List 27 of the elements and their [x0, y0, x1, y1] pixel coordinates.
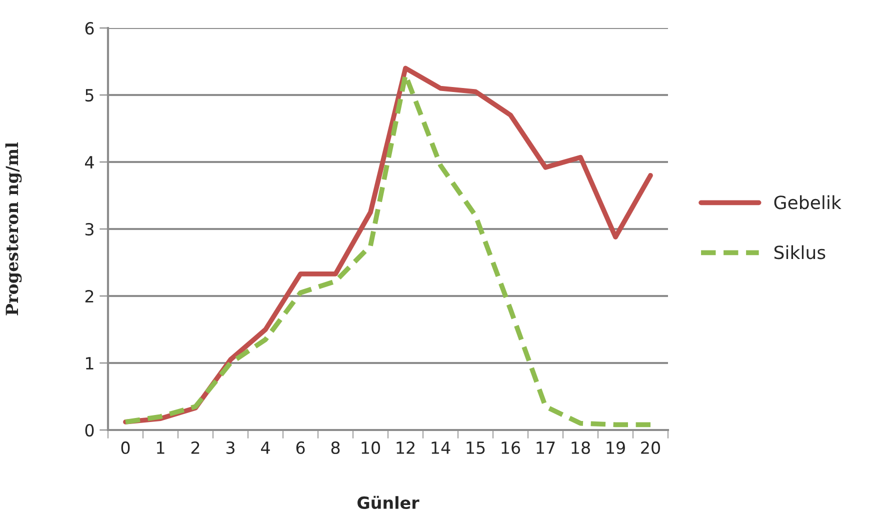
x-tick-label: 1 [157, 442, 164, 454]
x-tick-label: 20 [641, 441, 660, 454]
y-tick-label: 4 [85, 156, 94, 168]
legend-label: Siklus [774, 245, 826, 260]
x-tick-label: 19 [606, 441, 625, 454]
x-tick-label: 6 [296, 441, 305, 454]
y-tick-label: 6 [85, 22, 94, 35]
x-tick-label: 15 [466, 442, 485, 454]
x-tick-label: 3 [226, 441, 234, 454]
x-axis-title: Günler [358, 496, 420, 510]
x-tick-label: 10 [362, 441, 380, 454]
y-tick-label: 3 [85, 222, 94, 236]
y-tick-label: 2 [85, 290, 94, 302]
x-tick-label: 2 [191, 441, 200, 454]
x-tick-label: 18 [572, 441, 590, 454]
x-tick-label: 12 [396, 441, 414, 454]
x-tick-label: 4 [261, 442, 270, 454]
legend-label: Gebelik [774, 195, 842, 210]
x-tick-label: 17 [536, 442, 555, 454]
x-tick-label: 0 [121, 441, 130, 454]
y-tick-label: 1 [86, 357, 94, 370]
x-tick-label: 14 [432, 442, 450, 454]
x-tick-label: 16 [502, 441, 520, 454]
y-axis-title: Progesteron ng/ml [5, 142, 22, 316]
y-tick-label: 0 [85, 424, 94, 437]
x-tick-label: 8 [331, 441, 340, 454]
y-tick-label: 5 [85, 89, 94, 102]
